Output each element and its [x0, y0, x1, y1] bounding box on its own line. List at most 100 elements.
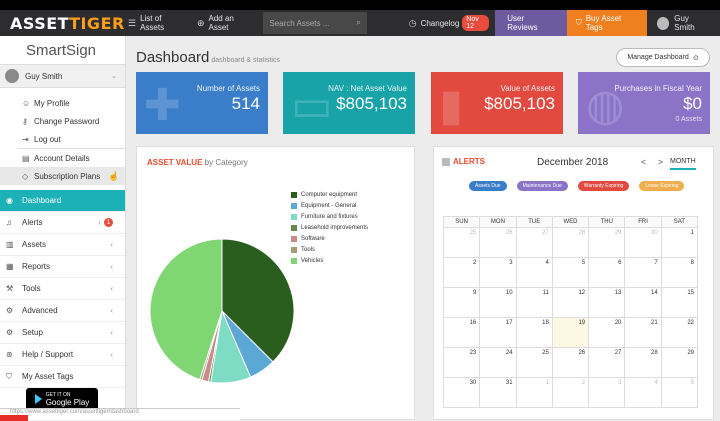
- sidebar-item-change-password[interactable]: ⚷ Change Password: [0, 112, 125, 130]
- pie-slice[interactable]: [149, 238, 223, 381]
- pie-slice[interactable]: [221, 238, 295, 363]
- next-month-button[interactable]: >: [657, 157, 664, 167]
- calendar-day-cell[interactable]: 16: [442, 317, 481, 348]
- changelog-link[interactable]: ◷ Changelog Nov 12: [403, 10, 496, 36]
- user-menu[interactable]: Guy Smith: [647, 14, 720, 32]
- calendar-day-cell[interactable]: 24: [479, 347, 517, 378]
- card-purchases-fiscal-year[interactable]: ◍ Purchases in Fiscal Year $0 0 Assets: [578, 72, 710, 134]
- sidebar-item-alerts[interactable]: ♫ Alerts ‹ 1: [0, 212, 125, 234]
- calendar-day-cell[interactable]: 6: [588, 257, 626, 288]
- legend-item[interactable]: Furniture and fixtures: [291, 211, 368, 222]
- calendar-day-cell[interactable]: 26: [551, 347, 590, 378]
- pie-chart[interactable]: [142, 231, 302, 391]
- calendar-day-cell[interactable]: 3: [479, 257, 517, 288]
- calendar-day-cell[interactable]: 23: [442, 347, 481, 378]
- sidebar-item-account-details[interactable]: ▤ Account Details: [0, 149, 125, 167]
- legend-item[interactable]: Tools: [291, 244, 368, 255]
- calendar-day-cell[interactable]: 4: [515, 257, 553, 288]
- calendar-day-cell[interactable]: 22: [660, 317, 699, 348]
- sidebar-item-setup[interactable]: ⚙ Setup ‹: [0, 322, 125, 344]
- buy-asset-tags-button[interactable]: ⛉ Buy Asset Tags: [566, 10, 647, 36]
- calendar-day-cell[interactable]: 10: [479, 287, 517, 318]
- sidebar-item-advanced[interactable]: ⚙ Advanced ‹: [0, 300, 125, 322]
- sidebar-item-tools[interactable]: ⚒ Tools ‹: [0, 278, 125, 300]
- sidebar-item-reports[interactable]: ▦ Reports ‹: [0, 256, 125, 278]
- calendar-day-cell[interactable]: 7: [624, 257, 662, 288]
- sidebar-item-subscription-plans[interactable]: ◇ Subscription Plans ☝: [0, 167, 125, 185]
- sidebar-item-logout[interactable]: ⇥ Log out: [0, 130, 125, 148]
- calendar-day-cell[interactable]: 8: [660, 257, 699, 288]
- card-value: $0: [683, 94, 702, 113]
- calendar-day-cell[interactable]: 5: [551, 257, 590, 288]
- sidebar-item-label: Help / Support: [22, 350, 74, 359]
- legend-swatch: [291, 246, 297, 253]
- list-assets-link[interactable]: ☰ List of Assets: [122, 10, 191, 36]
- calendar-day-cell[interactable]: 27: [588, 347, 626, 378]
- search-input[interactable]: Search Assets ... ⌕: [263, 12, 367, 34]
- prev-month-button[interactable]: <: [641, 157, 647, 167]
- calendar-day-cell[interactable]: 31: [479, 377, 517, 408]
- calendar-day-cell[interactable]: 20: [588, 317, 626, 348]
- sidebar-item-assets[interactable]: ▥ Assets ‹: [0, 234, 125, 256]
- weekday-header: WED: [551, 216, 590, 228]
- calendar-day-cell[interactable]: 25: [442, 227, 481, 258]
- calendar-day-cell[interactable]: 29: [660, 347, 699, 378]
- calendar-day-cell[interactable]: 30: [624, 227, 662, 258]
- google-play-badge[interactable]: GET IT ON Google Play: [26, 388, 98, 410]
- help-icon: ⊛: [6, 350, 13, 359]
- calendar-day-cell[interactable]: 5: [660, 377, 699, 408]
- pill-lease-expiring[interactable]: Lease Expiring: [639, 181, 685, 191]
- sidebar-item-my-profile[interactable]: ☺ My Profile: [0, 94, 125, 112]
- pill-maintenance-due[interactable]: Maintenance Due: [516, 181, 568, 191]
- calendar-day-cell[interactable]: 17: [479, 317, 517, 348]
- legend-item[interactable]: Software: [291, 233, 368, 244]
- legend-item[interactable]: Equipment - General: [291, 200, 368, 211]
- legend-item[interactable]: Leasehold improvements: [291, 222, 368, 233]
- legend-swatch: [291, 235, 297, 242]
- pill-assets-due[interactable]: Assets Due: [469, 181, 507, 191]
- card-number-of-assets[interactable]: ✚ Number of Assets 514: [136, 72, 268, 134]
- changelog-label: Changelog: [420, 18, 460, 28]
- calendar-day-cell[interactable]: 4: [624, 377, 662, 408]
- calendar-day-cell[interactable]: 3: [588, 377, 626, 408]
- calendar-icon: [442, 157, 450, 166]
- weekday-header: THU: [588, 216, 626, 228]
- legend-label: Tools: [301, 246, 316, 253]
- calendar-day-cell[interactable]: 25: [515, 347, 553, 378]
- sidebar-user-toggle[interactable]: Guy Smith ⌄: [0, 64, 125, 88]
- calendar-day-cell[interactable]: 18: [515, 317, 553, 348]
- user-reviews-button[interactable]: User Reviews: [495, 10, 567, 36]
- sidebar-item-my-asset-tags[interactable]: ⛉ My Asset Tags: [0, 366, 125, 388]
- calendar-day-cell[interactable]: 12: [551, 287, 590, 318]
- calendar-day-cell[interactable]: 28: [624, 347, 662, 378]
- calendar-day-cell[interactable]: 14: [624, 287, 662, 318]
- calendar-day-cell[interactable]: 21: [624, 317, 662, 348]
- pill-warranty-expiring[interactable]: Warranty Expiring: [577, 181, 630, 191]
- calendar-day-cell[interactable]: 11: [515, 287, 553, 318]
- calendar-day-cell[interactable]: 13: [588, 287, 626, 318]
- calendar-day-cell[interactable]: 2: [442, 257, 481, 288]
- calendar-day-cell[interactable]: 1: [660, 227, 699, 258]
- calendar-day-cell[interactable]: 28: [551, 227, 590, 258]
- calendar-day-cell[interactable]: 15: [660, 287, 699, 318]
- month-view-tab[interactable]: MONTH: [670, 158, 696, 170]
- add-asset-link[interactable]: ⊕ Add an Asset: [191, 10, 259, 36]
- calendar-day-cell[interactable]: 27: [515, 227, 553, 258]
- calendar-day-cell[interactable]: 29: [588, 227, 626, 258]
- calendar-day-cell[interactable]: 9: [442, 287, 481, 318]
- card-value-of-assets[interactable]: ▮ Value of Assets $805,103: [431, 72, 563, 134]
- card-net-asset-value[interactable]: ▭ NAV : Net Asset Value $805,103: [283, 72, 415, 134]
- calendar-day-cell[interactable]: 19: [551, 317, 590, 348]
- buy-asset-tags-label: Buy Asset Tags: [585, 14, 622, 32]
- app-logo[interactable]: ASSET TIGER: [0, 10, 124, 36]
- sidebar-item-help-support[interactable]: ⊛ Help / Support ‹: [0, 344, 125, 366]
- calendar-day-cell[interactable]: 1: [515, 377, 553, 408]
- sidebar-item-dashboard[interactable]: ◉ Dashboard: [0, 190, 125, 212]
- calendar-day-cell[interactable]: 2: [551, 377, 590, 408]
- legend-item[interactable]: Vehicles: [291, 255, 368, 266]
- search-icon[interactable]: ⌕: [356, 18, 361, 27]
- calendar-day-cell[interactable]: 26: [479, 227, 517, 258]
- legend-item[interactable]: Computer equipment: [291, 189, 368, 200]
- manage-dashboard-button[interactable]: Manage Dashboard ⊙: [616, 48, 710, 67]
- calendar-day-cell[interactable]: 30: [442, 377, 481, 408]
